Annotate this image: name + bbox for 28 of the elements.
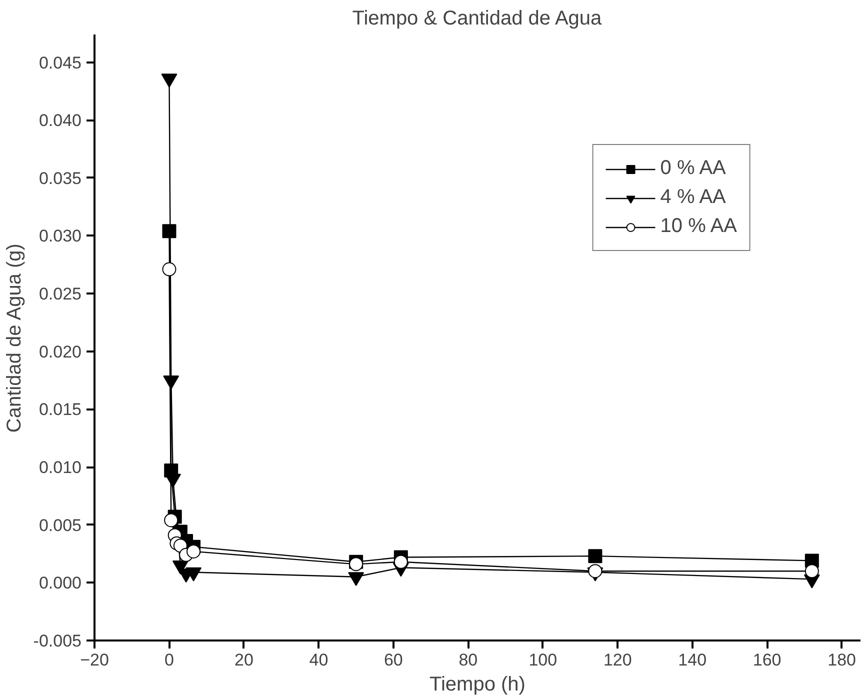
y-tick-label: 0.015 [38,400,82,420]
y-tick-label: 0.000 [38,574,82,593]
x-tick-label: 160 [752,650,782,670]
y-tick-label: 0.020 [38,342,82,362]
y-tick-label: 0.005 [38,516,82,535]
y-tick-label: 0.010 [38,458,82,478]
y-tick-label: 0.045 [38,53,82,72]
y-tick-label: -0.005 [33,632,82,650]
x-tick-label: 120 [603,650,632,670]
x-tick-label: 180 [828,650,856,670]
x-tick-label: 40 [309,650,328,670]
x-tick-label: 60 [384,650,403,670]
x-tick-label: 80 [458,650,478,670]
x-tick-label: 100 [528,650,558,670]
x-tick-label: 140 [678,650,707,670]
legend-label: 4 % AA [660,186,726,209]
y-axis-title: Cantidad de Agua (g) [3,244,26,433]
legend-label: 0 % AA [660,157,726,180]
x-axis-title: Tiempo (h) [430,674,526,696]
legend-label: 10 % AA [660,215,737,238]
y-tick-label: 0.035 [38,168,82,188]
y-tick-label: 0.025 [38,284,82,304]
x-tick-label: −20 [80,650,109,670]
y-tick-label: 0.030 [38,226,82,246]
chart-title: Tiempo & Cantidad de Agua [352,8,603,30]
x-tick-label: 0 [164,650,174,670]
x-tick-label: 20 [234,650,254,670]
y-tick-label: 0.040 [38,111,82,130]
